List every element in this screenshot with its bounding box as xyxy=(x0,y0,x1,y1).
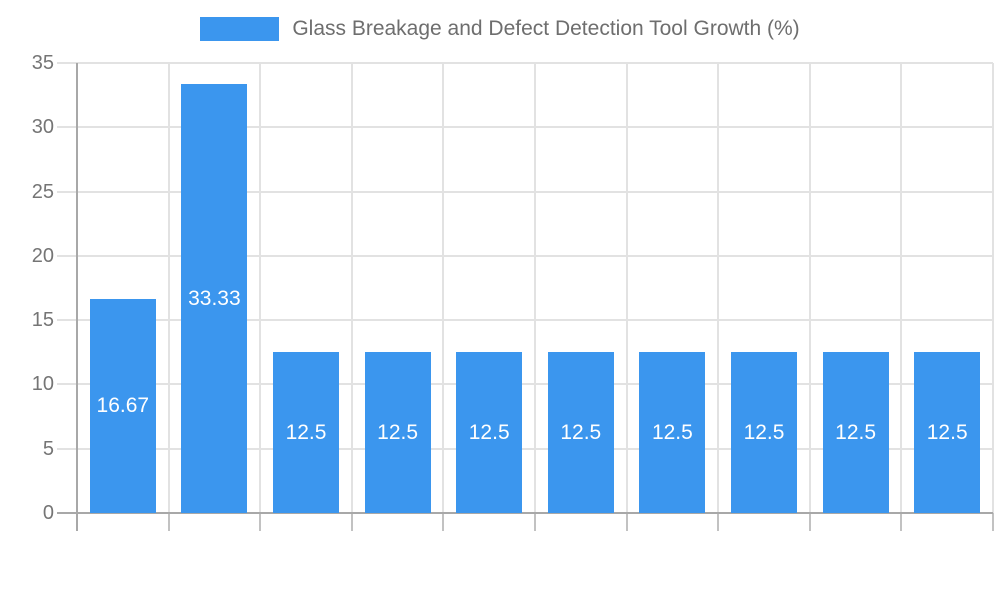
gridline-vertical xyxy=(808,63,811,531)
bar[interactable]: 12.5 xyxy=(639,352,706,513)
bar[interactable]: 12.5 xyxy=(914,352,981,513)
bar-value-label: 12.5 xyxy=(560,420,602,444)
bar-value-label: 12.5 xyxy=(743,420,785,444)
gridline-horizontal xyxy=(57,190,993,193)
y-tick-label: 25 xyxy=(31,180,54,203)
bar-value-label: 33.33 xyxy=(188,286,241,310)
y-tick-label: 35 xyxy=(31,52,54,74)
y-tick-label: 5 xyxy=(42,437,54,460)
gridline-vertical xyxy=(350,63,353,531)
bar[interactable]: 12.5 xyxy=(364,352,431,513)
gridline-horizontal xyxy=(57,254,993,257)
gridline-vertical xyxy=(167,63,170,531)
y-tick-label: 10 xyxy=(31,373,54,396)
gridline-horizontal xyxy=(57,383,993,386)
bar-value-label: 12.5 xyxy=(377,420,419,444)
x-axis-tick xyxy=(625,513,628,531)
bar[interactable]: 16.67 xyxy=(89,298,156,513)
x-axis-tick xyxy=(534,513,536,531)
y-tick-label: 30 xyxy=(31,116,54,139)
y-tick-label: 0 xyxy=(42,502,54,524)
x-axis-tick xyxy=(900,513,903,531)
gridline-vertical xyxy=(534,63,536,531)
x-axis-tick xyxy=(808,513,811,531)
x-axis-tick xyxy=(259,513,262,531)
y-tick-label: 15 xyxy=(31,309,54,332)
legend[interactable]: Glass Breakage and Defect Detection Tool… xyxy=(0,17,1000,41)
legend-label: Glass Breakage and Defect Detection Tool… xyxy=(292,17,800,40)
bar-value-label: 16.67 xyxy=(96,393,150,417)
bar[interactable]: 12.5 xyxy=(547,352,614,513)
bar-value-label: 12.5 xyxy=(835,420,877,444)
bar-value-label: 12.5 xyxy=(926,420,968,444)
gridline-vertical xyxy=(900,63,903,531)
y-axis-line xyxy=(76,63,78,531)
gridline-vertical xyxy=(717,63,720,531)
bar[interactable]: 12.5 xyxy=(456,352,523,513)
x-axis-tick xyxy=(717,513,720,531)
y-tick-label: 20 xyxy=(31,244,54,267)
bar[interactable]: 12.5 xyxy=(731,352,797,513)
bar[interactable]: 12.5 xyxy=(822,352,889,513)
gridline-horizontal xyxy=(57,447,993,450)
bar-value-label: 12.5 xyxy=(651,420,693,444)
gridline-horizontal xyxy=(57,126,993,129)
gridline-vertical xyxy=(442,63,445,531)
gridline-vertical xyxy=(259,63,262,531)
x-axis-tick xyxy=(350,513,353,531)
bar-value-label: 12.5 xyxy=(468,420,510,444)
gridline-horizontal xyxy=(57,62,993,64)
bar-value-label: 12.5 xyxy=(285,420,327,444)
x-axis-tick xyxy=(992,513,994,531)
legend-swatch[interactable] xyxy=(200,17,280,41)
x-axis-line xyxy=(57,512,993,514)
x-axis-tick xyxy=(167,513,170,531)
bar[interactable]: 12.5 xyxy=(273,352,339,513)
gridline-horizontal xyxy=(57,319,993,322)
bar[interactable]: 33.33 xyxy=(181,84,248,513)
gridline-vertical xyxy=(625,63,628,531)
gridline-vertical xyxy=(992,63,994,531)
x-axis-tick xyxy=(442,513,445,531)
